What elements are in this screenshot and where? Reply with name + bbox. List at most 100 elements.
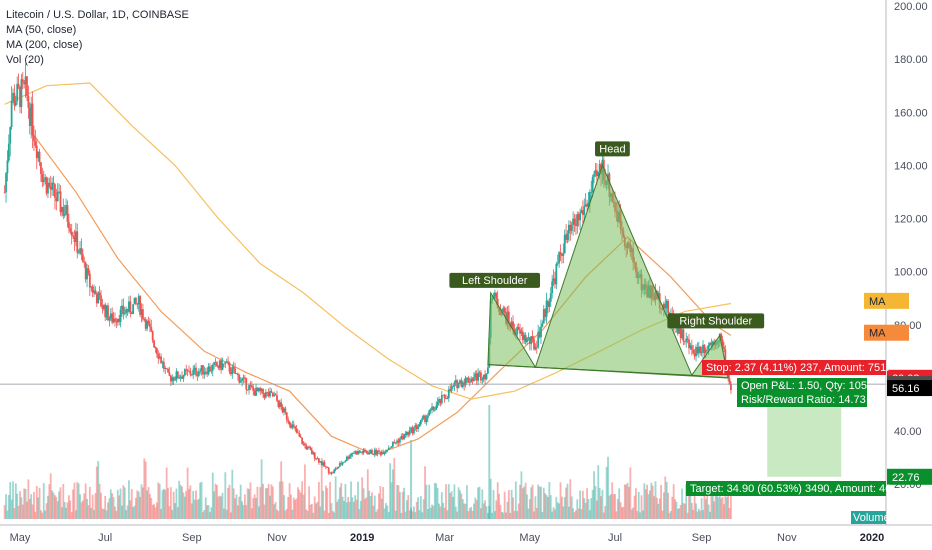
volume-bar [658, 498, 661, 519]
candle-body [591, 176, 594, 192]
candle-body [59, 191, 62, 213]
volume-bar [186, 467, 189, 519]
legend-ma50[interactable]: MA (50, close) [6, 24, 77, 36]
candle-body [255, 387, 257, 396]
candle-body [146, 320, 149, 329]
label-bg [595, 141, 630, 157]
legend-volume[interactable]: Vol (20) [6, 54, 44, 66]
candle-body [169, 375, 172, 382]
volume-bar [650, 482, 653, 519]
candle-body [538, 331, 541, 338]
left-shoulder-shape [487, 291, 537, 368]
volume-bar [454, 506, 457, 519]
x-tick-label: Jul [98, 532, 112, 544]
volume-bar [183, 496, 186, 519]
volume-bar [306, 510, 309, 519]
volume-bar [246, 488, 249, 519]
candle-body [232, 367, 235, 369]
candle-body [7, 143, 10, 161]
candle-body [142, 309, 144, 320]
candle-body [79, 248, 81, 253]
volume-bar [718, 483, 721, 519]
volume-bar [643, 483, 646, 519]
volume-bar [207, 505, 210, 519]
candle-body [468, 382, 471, 384]
candle-body [566, 233, 569, 240]
candle-body [182, 375, 185, 379]
volume-bar [581, 490, 584, 519]
candle-body [481, 379, 484, 381]
legend-ma200[interactable]: MA (200, close) [6, 39, 83, 51]
volume-bar [31, 504, 34, 519]
candle-body [404, 433, 407, 436]
candle-body [681, 329, 683, 339]
volume-bar [224, 472, 227, 519]
volume-bar [541, 512, 544, 519]
volume-bar [137, 491, 140, 519]
volume-bar [86, 498, 88, 519]
volume-bar [200, 481, 203, 519]
candle-body [262, 388, 264, 395]
volume-bar [316, 501, 319, 519]
volume-bar [255, 498, 257, 519]
volume-bar [656, 497, 658, 519]
candle-body [228, 362, 231, 372]
candle-body [301, 437, 304, 444]
candle-body [721, 339, 724, 347]
volume-bar [555, 496, 558, 519]
volume-bar [396, 485, 399, 519]
volume-bar [220, 496, 223, 519]
candle-body [178, 377, 181, 379]
candle-body [470, 378, 473, 383]
candle-body [200, 365, 203, 371]
volume-bar [140, 484, 143, 519]
candle-body [306, 446, 309, 450]
head-label: Head [595, 141, 630, 157]
candle-body [140, 309, 143, 315]
candle-body [90, 286, 93, 288]
x-tick-label: Sep [692, 532, 712, 544]
candle-body [399, 438, 401, 443]
candle-body [295, 428, 298, 433]
candle-body [524, 335, 527, 343]
candle-body [213, 362, 216, 365]
volume-bar [510, 489, 513, 519]
candle-body [132, 304, 135, 315]
volume-bar [403, 487, 405, 519]
volume-bar [608, 495, 611, 519]
candle-body [58, 191, 61, 193]
volume-bar [685, 484, 688, 519]
candle-body [436, 402, 439, 406]
candle-body [375, 449, 378, 455]
volume-bar [537, 484, 540, 519]
volume-bar [214, 483, 217, 519]
volume-bar [411, 511, 414, 519]
candle-body [165, 368, 168, 370]
volume-bar [122, 485, 125, 519]
candle-body [304, 443, 306, 446]
volume-bar [172, 491, 175, 519]
volume-bar [676, 509, 679, 519]
volume-bar [556, 502, 559, 519]
candle-body [61, 207, 63, 213]
candle-body [449, 389, 452, 392]
candle-body [354, 451, 357, 454]
candle-body [116, 318, 119, 323]
candle-body [112, 318, 115, 323]
volume-bar [583, 498, 586, 519]
volume-bar [491, 512, 493, 519]
volume-bar [192, 490, 195, 519]
candle-body [421, 418, 424, 420]
volume-bar [217, 496, 220, 519]
candle-body [109, 313, 112, 319]
volume-bar [710, 486, 713, 519]
candle-body [151, 331, 154, 341]
volume-bar [209, 512, 211, 519]
volume-bar [697, 508, 700, 519]
candle-body [236, 373, 239, 376]
volume-bar [63, 501, 66, 519]
candle-body [459, 380, 461, 384]
candle-body [135, 297, 137, 304]
candle-body [554, 278, 556, 285]
